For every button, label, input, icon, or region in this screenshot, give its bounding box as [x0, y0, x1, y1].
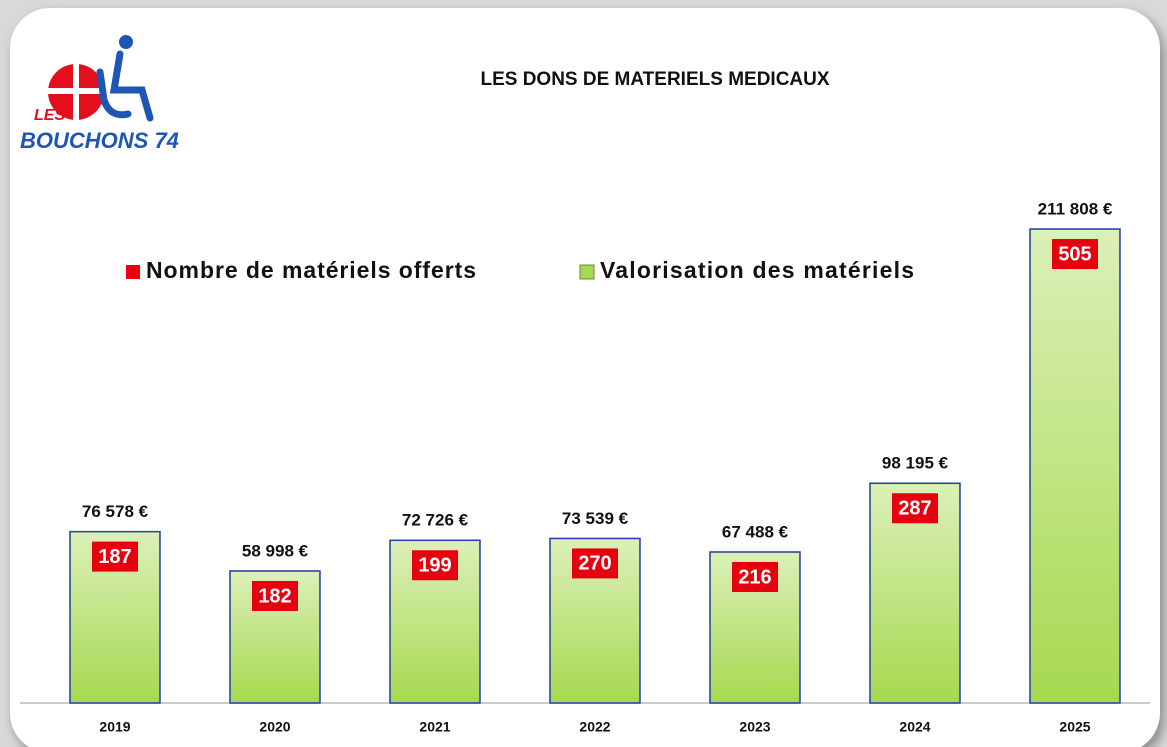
count-label: 287 [898, 498, 931, 520]
x-tick-label: 2020 [259, 719, 290, 735]
count-box [892, 493, 938, 524]
x-tick-label: 2022 [579, 719, 610, 735]
legend-label: Nombre de matériels offerts [146, 257, 476, 283]
logo-cross [73, 62, 79, 122]
count-label: 182 [258, 585, 291, 607]
value-label: 211 808 € [1038, 199, 1113, 218]
count-label: 505 [1058, 243, 1091, 265]
value-label: 73 539 € [562, 509, 629, 528]
x-tick-label: 2024 [899, 719, 930, 735]
x-tick-label: 2021 [419, 719, 450, 735]
count-box [732, 561, 778, 592]
logo-text: LES [34, 107, 65, 124]
legend-label: Valorisation des matériels [600, 257, 914, 283]
logo-head [119, 35, 133, 49]
count-label: 216 [738, 566, 771, 588]
logo-figure [96, 50, 154, 122]
legend-swatch [579, 264, 595, 280]
count-box [412, 550, 458, 581]
x-tick-label: 2025 [1059, 719, 1090, 735]
count-label: 199 [418, 555, 451, 577]
count-label: 187 [98, 546, 131, 568]
logo: LES BOUCHONS 74 [20, 35, 179, 153]
x-tick-label: 2023 [739, 719, 770, 735]
x-tick-label: 2019 [99, 719, 130, 735]
value-label: 58 998 € [242, 541, 309, 560]
value-label: 76 578 € [82, 502, 149, 521]
count-box [92, 541, 138, 572]
value-label: 72 726 € [402, 511, 469, 530]
count-box [572, 548, 618, 579]
count-box [1052, 239, 1098, 269]
value-label: 67 488 € [722, 522, 789, 541]
count-label: 270 [578, 553, 611, 575]
legend-swatch [126, 265, 140, 279]
value-label: 98 195 € [882, 454, 949, 473]
count-box [252, 580, 298, 611]
bar-shine [1031, 230, 1119, 702]
logo-text: BOUCHONS 74 [20, 128, 179, 153]
chart-title: LES DONS DE MATERIELS MEDICAUX [480, 69, 829, 90]
